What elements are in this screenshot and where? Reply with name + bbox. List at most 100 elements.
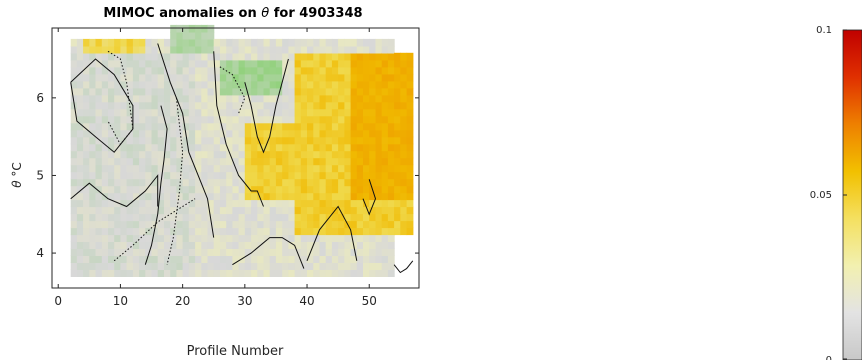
heatmap-cell	[238, 171, 246, 180]
heatmap-cell	[170, 143, 177, 152]
heatmap-cell	[331, 164, 339, 173]
heatmap-cell	[213, 143, 221, 152]
heatmap-cell	[282, 178, 289, 187]
heatmap-cell	[164, 136, 171, 145]
heatmap-cell	[188, 108, 196, 117]
heatmap-cell	[294, 241, 302, 249]
heatmap-cell	[176, 255, 184, 263]
heatmap-cell	[294, 87, 302, 96]
heatmap-cell	[381, 234, 389, 242]
heatmap-cell	[219, 178, 227, 187]
heatmap-cell	[356, 143, 364, 152]
heatmap-cell	[95, 94, 103, 103]
heatmap-cell	[269, 185, 277, 194]
heatmap-cell	[313, 213, 321, 222]
heatmap-cell	[394, 108, 401, 117]
heatmap-cell	[188, 220, 196, 229]
heatmap-cell	[164, 192, 171, 201]
heatmap-cell	[387, 136, 395, 145]
heatmap-cell	[139, 129, 146, 138]
heatmap-cell	[363, 108, 370, 117]
heatmap-cell	[76, 136, 84, 145]
heatmap-cell	[126, 220, 134, 229]
heatmap-cell	[257, 150, 265, 159]
heatmap-cell	[356, 66, 364, 75]
heatmap-cell	[282, 227, 289, 236]
heatmap-cell	[145, 143, 153, 152]
heatmap-cell	[251, 192, 258, 201]
heatmap-cell	[170, 255, 177, 263]
heatmap-cell	[89, 129, 97, 138]
heatmap-cell	[275, 199, 283, 208]
heatmap-cell	[226, 73, 233, 82]
heatmap-cell	[288, 241, 296, 249]
heatmap-cell	[331, 87, 339, 96]
heatmap-cell	[83, 255, 90, 263]
heatmap-cell	[182, 262, 190, 270]
heatmap-cell	[263, 122, 271, 131]
heatmap-cell	[114, 171, 121, 180]
heatmap-cell	[101, 255, 109, 263]
heatmap-cell	[344, 115, 352, 124]
heatmap-cell	[145, 199, 153, 208]
heatmap-cell	[151, 164, 159, 173]
heatmap-cell	[238, 136, 246, 145]
heatmap-cell	[313, 87, 321, 96]
heatmap-cell	[363, 206, 370, 215]
heatmap-cell	[226, 38, 233, 47]
heatmap-cell	[400, 192, 408, 201]
heatmap-cell	[188, 241, 196, 249]
heatmap-cell	[381, 199, 389, 208]
heatmap-cell	[120, 87, 128, 96]
heatmap-cell	[101, 122, 109, 131]
heatmap-cell	[369, 101, 376, 110]
heatmap-cell	[238, 262, 246, 270]
heatmap-cell	[356, 213, 364, 222]
heatmap-cell	[126, 52, 134, 61]
heatmap-cell	[344, 206, 352, 215]
heatmap-cell	[76, 171, 84, 180]
heatmap-cell	[387, 262, 395, 270]
heatmap-cell	[394, 171, 401, 180]
heatmap-cell	[363, 143, 370, 152]
heatmap-cell	[132, 73, 140, 82]
heatmap-cell	[350, 59, 358, 68]
heatmap-cell	[76, 157, 84, 166]
heatmap-cell	[232, 136, 240, 145]
heatmap-cell	[251, 185, 258, 194]
heatmap-cell	[251, 129, 258, 138]
heatmap-cell	[182, 108, 190, 117]
heatmap-cell	[114, 108, 121, 117]
heatmap-cell	[294, 59, 302, 68]
heatmap-cell	[170, 227, 177, 236]
heatmap-cell	[232, 157, 240, 166]
heatmap-cell	[251, 87, 258, 96]
y-tick-label: 6	[36, 91, 44, 105]
heatmap-cell	[219, 66, 227, 75]
heatmap-cell	[226, 185, 233, 194]
heatmap-cell	[251, 234, 258, 242]
heatmap-cell	[356, 269, 364, 277]
heatmap-cell	[70, 234, 78, 242]
heatmap-cell	[344, 199, 352, 208]
heatmap-cell	[182, 206, 190, 215]
heatmap-cell	[145, 87, 153, 96]
heatmap-cell	[394, 80, 401, 89]
heatmap-cell	[288, 94, 296, 103]
heatmap-cell	[363, 185, 370, 194]
heatmap-cell	[331, 108, 339, 117]
heatmap-cell	[406, 115, 414, 124]
heatmap-cell	[251, 38, 258, 47]
heatmap-cell	[182, 171, 190, 180]
heatmap-cell	[151, 220, 159, 229]
heatmap-cell	[95, 45, 103, 54]
heatmap-cell	[226, 192, 233, 201]
heatmap-cell	[325, 241, 333, 249]
heatmap-cell	[89, 262, 97, 270]
heatmap-cell	[213, 45, 221, 54]
heatmap-cell	[238, 227, 246, 236]
heatmap-cell	[213, 255, 221, 263]
heatmap-cell	[263, 108, 271, 117]
heatmap-cell	[331, 234, 339, 242]
heatmap-cell	[387, 108, 395, 117]
